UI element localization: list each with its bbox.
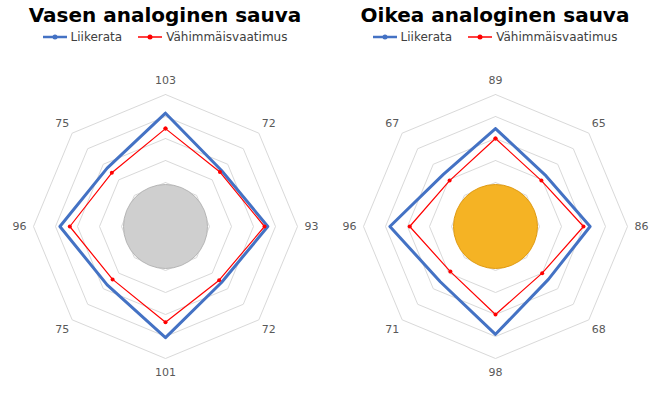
svg-text:72: 72	[262, 117, 276, 130]
html-text:Liikerata: Liikerata	[70, 30, 123, 44]
svg-text:68: 68	[592, 323, 606, 336]
html-text:Oikea analoginen sauva: Oikea analoginen sauva	[360, 3, 630, 27]
svg-text:75: 75	[55, 323, 69, 336]
svg-text:65: 65	[592, 117, 606, 130]
html-text:Vähimmäisvaatimus: Vähimmäisvaatimus	[166, 30, 288, 44]
html-text:Vähimmäisvaatimus: Vähimmäisvaatimus	[496, 30, 618, 44]
svg-text:103: 103	[155, 74, 176, 87]
svg-text:93: 93	[305, 220, 319, 233]
svg-text:75: 75	[55, 117, 69, 130]
html-text:Liikerata: Liikerata	[400, 30, 453, 44]
svg-text:86: 86	[635, 220, 649, 233]
svg-text:71: 71	[385, 323, 399, 336]
svg-text:96: 96	[13, 220, 27, 233]
svg-text:67: 67	[385, 117, 399, 130]
svg-text:96: 96	[343, 220, 357, 233]
svg-text:101: 101	[155, 366, 176, 379]
svg-text:98: 98	[489, 366, 503, 379]
html-text:Vasen analoginen sauva: Vasen analoginen sauva	[28, 3, 302, 27]
svg-text:89: 89	[489, 74, 503, 87]
svg-text:72: 72	[262, 323, 276, 336]
